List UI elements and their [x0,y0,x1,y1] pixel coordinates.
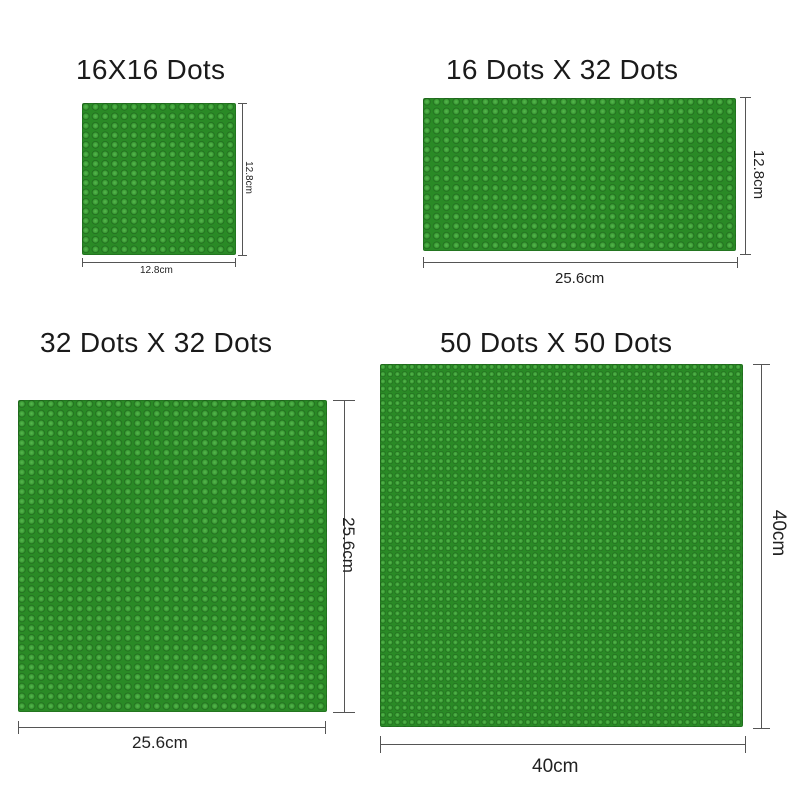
dimension-tick [745,736,746,753]
width-dimension-line [82,262,236,263]
plate-title-16x16: 16X16 Dots [76,54,226,85]
dimension-tick [82,258,83,267]
dimension-tick [753,728,770,729]
dimension-tick [380,736,381,753]
height-label: 12.8cm [242,161,254,194]
width-label: 25.6cm [555,270,605,287]
height-label: 25.6cm [338,517,358,573]
plate-title-50x50: 50 Dots X 50 Dots [440,327,673,358]
baseplate-50x50 [380,364,743,727]
dimension-tick [238,255,247,256]
height-dimension-line [761,364,762,729]
plate-title-16x32: 16 Dots X 32 Dots [446,54,679,85]
dimension-tick [325,721,326,734]
dimension-tick [333,712,355,713]
height-label: 40cm [768,509,790,557]
dimension-tick [737,257,738,268]
baseplate-16x32 [423,98,736,251]
width-label: 12.8cm [140,265,173,276]
height-label: 12.8cm [750,149,768,200]
height-dimension-line [745,97,746,255]
plate-title-32x32: 32 Dots X 32 Dots [40,327,273,358]
dimension-tick [753,364,770,365]
width-label: 25.6cm [132,733,188,752]
baseplate-32x32 [18,400,327,712]
width-dimension-line [380,744,746,745]
dimension-tick [740,97,751,98]
height-dimension-line [344,400,345,713]
width-dimension-line [423,262,738,263]
width-label: 40cm [532,756,579,777]
dimension-tick [423,257,424,268]
dimension-tick [235,258,236,267]
dimension-tick [333,400,355,401]
baseplate-16x16 [82,103,236,255]
dimension-tick [740,254,751,255]
dimension-tick [18,721,19,734]
dimension-tick [238,103,247,104]
height-dimension-line [242,103,243,256]
width-dimension-line [18,727,326,728]
